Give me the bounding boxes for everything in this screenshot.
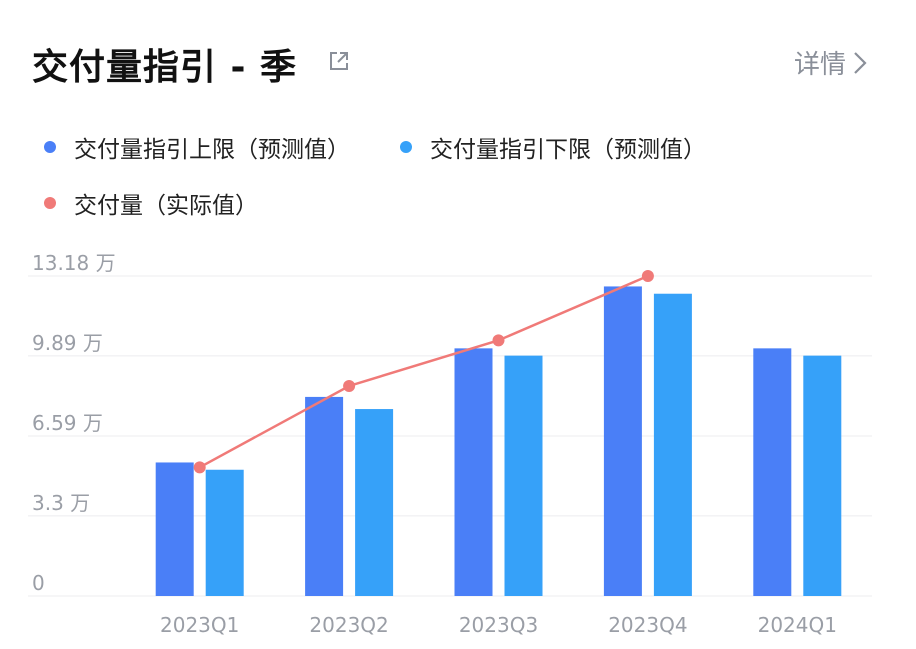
y-tick-label: 6.59 万 — [32, 411, 103, 435]
details-label: 详情 — [793, 50, 846, 80]
actual-line — [199, 274, 649, 469]
legend-dot-lower — [400, 141, 412, 153]
x-tick-label: 2023Q2 — [309, 613, 388, 637]
actual-point — [492, 334, 505, 347]
y-tick-label: 13.18 万 — [32, 251, 116, 275]
bar-lower — [504, 355, 543, 596]
legend-dot-upper — [44, 141, 56, 153]
bar-lower — [205, 469, 244, 596]
y-tick-label: 0 — [32, 571, 45, 595]
legend-label-upper: 交付量指引上限（预测值） — [74, 137, 350, 163]
bar-lower — [803, 355, 842, 596]
actual-point — [641, 270, 654, 282]
legend-dot-actual — [44, 197, 56, 209]
actual-point — [343, 379, 356, 392]
bar-upper — [603, 286, 642, 596]
bar-upper — [753, 348, 792, 596]
bar-lower — [653, 293, 692, 596]
x-tick-label: 2023Q1 — [160, 613, 239, 637]
x-tick-label: 2023Q3 — [459, 613, 538, 637]
x-tick-label: 2023Q4 — [608, 613, 687, 637]
legend-label-actual: 交付量（实际值） — [74, 193, 258, 219]
chart-header: 交付量指引 - 季 详情 — [32, 36, 868, 88]
legend-label-lower: 交付量指引下限（预测值） — [430, 137, 706, 163]
x-tick-label: 2024Q1 — [758, 613, 837, 637]
bar-upper — [155, 462, 194, 596]
legend-item-actual[interactable]: 交付量（实际值） — [44, 186, 258, 220]
details-link[interactable]: 详情 — [794, 44, 868, 81]
bar-upper — [305, 396, 344, 596]
legend-item-lower[interactable]: 交付量指引下限（预测值） — [400, 130, 706, 164]
legend-item-upper[interactable]: 交付量指引上限（预测值） — [44, 130, 350, 164]
bar-lower — [355, 409, 394, 596]
actual-point — [193, 461, 206, 474]
external-link-icon[interactable] — [328, 50, 350, 72]
chart-title: 交付量指引 - 季 — [32, 47, 298, 88]
chevron-right-icon — [854, 51, 867, 74]
y-tick-label: 3.3 万 — [32, 491, 90, 515]
bar-upper — [454, 348, 493, 596]
y-tick-label: 9.89 万 — [32, 331, 103, 355]
